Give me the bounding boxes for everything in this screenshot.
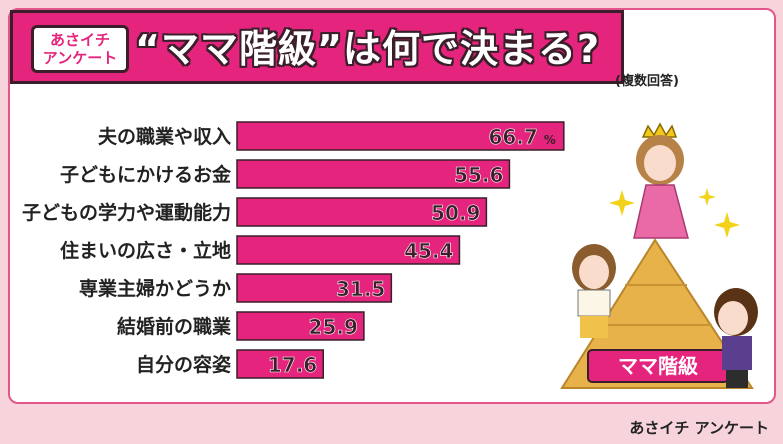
- woman-right-face: [718, 301, 748, 335]
- sparkle-icon: [609, 190, 635, 216]
- bar: [236, 311, 365, 341]
- woman-left-top: [577, 289, 611, 317]
- value-label: 31.5: [336, 277, 385, 301]
- bar: [236, 159, 511, 189]
- woman-left-skirt: [580, 316, 608, 338]
- value-label: 55.6: [454, 163, 503, 187]
- source-credit: あさイチ アンケート: [629, 419, 769, 437]
- pyramid-label: ママ階級: [618, 354, 698, 378]
- category-label: 住まいの広さ・立地: [60, 239, 231, 262]
- category-label: 夫の職業や収入: [98, 125, 231, 148]
- value-label: 25.9: [309, 315, 358, 339]
- crown-icon: [641, 122, 678, 138]
- bar: [236, 121, 565, 151]
- value-label: 17.6: [268, 353, 317, 377]
- bar: [236, 349, 324, 379]
- percent-unit: %: [544, 133, 556, 147]
- value-label: 66.7: [488, 125, 537, 149]
- woman-right-figure: [714, 288, 758, 388]
- woman-right-legs: [726, 370, 748, 388]
- bar: [236, 197, 488, 227]
- sparkle-icon: [698, 188, 716, 206]
- category-label: 専業主婦かどうか: [79, 277, 231, 300]
- category-label: 子どもの学力や運動能力: [22, 201, 231, 224]
- queen-figure: [633, 122, 689, 239]
- title-banner: あさイチ アンケート “ママ階級”は何で決まる?: [10, 10, 624, 84]
- program-badge: あさイチ アンケート: [31, 25, 129, 73]
- sparkle-icon: [714, 212, 740, 238]
- woman-left-figure: [572, 244, 616, 338]
- queen-dress: [633, 184, 689, 239]
- bar: [236, 235, 461, 265]
- woman-left-face: [579, 255, 609, 289]
- chart-title: “ママ階級”は何で決まる?: [135, 27, 600, 71]
- woman-right-top: [722, 336, 752, 370]
- multiple-answer-note: (複数回答): [615, 74, 679, 89]
- category-label: 子どもにかけるお金: [60, 163, 232, 186]
- bar: [236, 273, 393, 303]
- badge-line-2: アンケート: [42, 49, 118, 67]
- value-label: 45.4: [404, 239, 453, 263]
- queen-face: [644, 145, 676, 181]
- value-label: 50.9: [431, 201, 480, 225]
- category-label: 結婚前の職業: [117, 315, 232, 338]
- category-label: 自分の容姿: [136, 353, 231, 376]
- badge-line-1: あさイチ: [49, 31, 110, 49]
